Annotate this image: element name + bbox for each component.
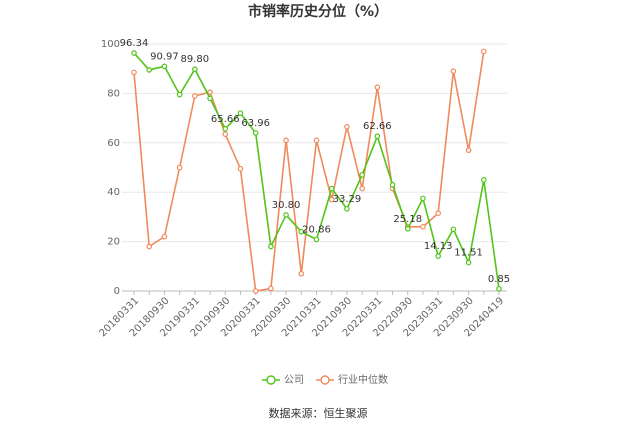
source: 数据来源：恒生聚源 <box>269 406 368 420</box>
point <box>359 172 365 178</box>
legend-label: 公司 <box>284 375 304 386</box>
point <box>313 137 320 144</box>
point <box>374 84 381 91</box>
point <box>237 110 244 116</box>
point <box>192 93 198 99</box>
point <box>374 133 381 140</box>
point <box>237 165 244 172</box>
point <box>283 212 289 218</box>
point <box>298 228 305 235</box>
point <box>450 68 457 74</box>
point <box>283 137 289 144</box>
value-label: 33.29 <box>333 194 362 205</box>
legend-marker <box>320 375 330 385</box>
value-label: 20.86 <box>302 224 331 235</box>
point <box>176 164 183 171</box>
point <box>389 181 396 188</box>
point <box>420 195 426 202</box>
point <box>404 226 411 232</box>
value-label: 14.13 <box>424 241 453 252</box>
point <box>480 48 487 55</box>
series-line <box>133 52 500 290</box>
point <box>192 66 198 72</box>
point <box>344 205 350 212</box>
point <box>359 185 365 192</box>
y-tick-label: 40 <box>107 187 120 198</box>
point <box>161 63 168 70</box>
legend-marker <box>266 375 276 385</box>
point <box>328 185 335 192</box>
value-label: 62.66 <box>363 121 392 132</box>
point <box>268 285 274 292</box>
point <box>222 126 229 132</box>
point <box>161 233 168 240</box>
point <box>176 91 183 98</box>
y-tick-label: 20 <box>107 237 120 248</box>
point <box>420 223 426 230</box>
value-label: 89.80 <box>181 54 210 65</box>
point <box>268 243 274 250</box>
point <box>344 123 350 130</box>
chart-title: 市销率历史分位（%） <box>248 3 388 20</box>
value-label: 0.85 <box>488 274 510 285</box>
point <box>465 259 472 266</box>
point <box>435 210 441 216</box>
point <box>207 89 213 95</box>
y-tick-label: 80 <box>107 88 120 99</box>
point <box>435 253 441 259</box>
point <box>313 236 320 243</box>
point <box>480 177 487 183</box>
point <box>131 50 137 56</box>
legend-label: 行业中位数 <box>338 373 388 386</box>
point <box>222 131 229 137</box>
value-label: 30.80 <box>272 200 301 211</box>
y-tick-label: 100 <box>101 39 120 50</box>
point <box>131 69 137 76</box>
series-line <box>133 51 485 292</box>
y-tick-label: 60 <box>107 138 120 149</box>
point <box>496 286 502 292</box>
value-label: 11.51 <box>454 248 483 259</box>
point <box>465 147 472 154</box>
value-label: 65.66 <box>211 114 240 125</box>
value-label: 90.97 <box>150 51 179 62</box>
point <box>298 270 305 277</box>
value-label: 25.18 <box>393 214 422 225</box>
point <box>146 67 153 73</box>
value-label: 96.34 <box>120 38 149 49</box>
point <box>146 243 153 250</box>
point <box>207 95 213 102</box>
y-tick-label: 0 <box>114 286 120 297</box>
point <box>252 288 259 294</box>
value-label: 63.96 <box>241 118 270 129</box>
point <box>450 226 457 233</box>
point <box>328 196 335 203</box>
point <box>252 130 259 136</box>
